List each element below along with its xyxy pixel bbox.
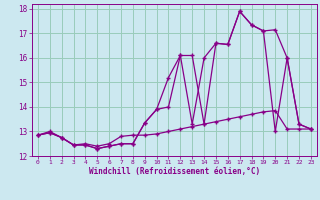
X-axis label: Windchill (Refroidissement éolien,°C): Windchill (Refroidissement éolien,°C) [89,167,260,176]
